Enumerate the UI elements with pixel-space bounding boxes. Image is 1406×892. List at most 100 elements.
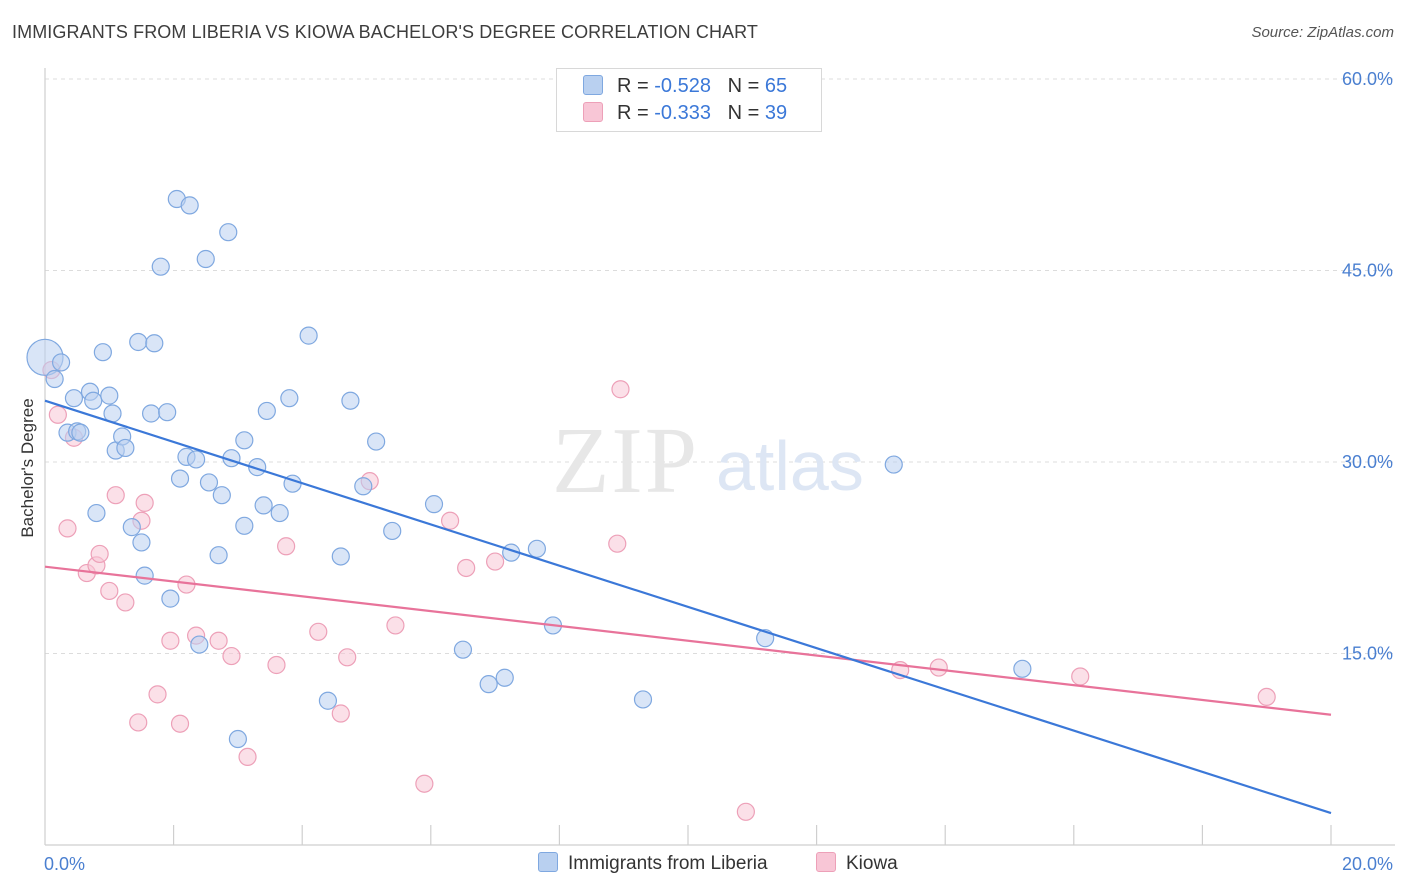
data-point-kiowa — [929, 658, 948, 677]
data-point-liberia — [51, 353, 71, 372]
legend-n-value: 39 — [764, 102, 788, 124]
data-point-kiowa — [170, 714, 190, 733]
gridlines — [45, 78, 1395, 654]
legend-n-label: N = — [727, 102, 760, 124]
data-point-liberia — [318, 691, 338, 710]
y-axis-label: Bachelor's Degree — [18, 398, 37, 537]
data-point-liberia — [299, 326, 318, 345]
data-point-liberia — [196, 249, 215, 269]
axes — [44, 68, 1395, 846]
trend-lines — [44, 399, 1332, 815]
data-point-kiowa — [331, 704, 350, 723]
data-point-liberia — [199, 473, 219, 492]
data-point-kiowa — [277, 537, 296, 556]
tick-labels: 15.0% 30.0% 45.0% 60.0% 0.0% 20.0% — [44, 69, 1393, 874]
data-point-liberia — [479, 675, 498, 694]
chart-source: Source: ZipAtlas.com — [1251, 24, 1394, 41]
data-point-liberia — [884, 455, 903, 474]
legend-n-label: N = — [727, 75, 760, 97]
data-point-liberia — [145, 334, 164, 353]
data-point-kiowa — [386, 616, 405, 635]
legend-row-kiowa: R = -0.333 N = 39 — [583, 102, 787, 128]
data-point-kiowa — [129, 713, 148, 732]
data-point-kiowa — [736, 802, 755, 821]
data-point-kiowa — [116, 593, 135, 612]
data-point-liberia — [235, 431, 254, 450]
data-point-kiowa — [1071, 667, 1090, 686]
y-tick-label: 45.0% — [1342, 261, 1393, 281]
watermark: ZIP atlas — [552, 409, 864, 513]
data-point-liberia — [527, 539, 546, 558]
legend-swatch-kiowa — [583, 102, 603, 122]
data-point-kiowa — [440, 511, 460, 530]
data-point-liberia — [187, 450, 206, 469]
data-point-liberia — [161, 589, 180, 608]
data-point-liberia — [280, 389, 299, 408]
data-point-liberia — [633, 690, 653, 709]
legend-r-label: R = — [617, 102, 649, 124]
data-point-liberia — [1013, 659, 1032, 678]
data-point-liberia — [354, 477, 373, 496]
data-point-liberia — [93, 343, 112, 362]
data-point-kiowa — [148, 685, 167, 704]
data-point-liberia — [45, 369, 64, 389]
data-point-liberia — [212, 486, 231, 505]
data-point-liberia — [151, 257, 170, 276]
data-point-liberia — [84, 391, 103, 410]
data-point-liberia — [257, 401, 276, 421]
data-point-liberia — [235, 516, 254, 535]
bottom-legend-swatch-liberia — [538, 852, 558, 872]
data-point-liberia — [64, 389, 84, 408]
bottom-legend-swatch-kiowa — [816, 852, 836, 872]
data-point-liberia — [141, 404, 161, 423]
data-point-kiowa — [106, 486, 125, 505]
watermark-zip: ZIP — [552, 409, 699, 513]
bottom-legend-kiowa: Kiowa — [816, 852, 898, 875]
data-point-liberia — [453, 640, 473, 659]
data-point-kiowa — [309, 622, 328, 641]
data-point-kiowa — [209, 631, 228, 650]
data-point-kiowa — [100, 581, 119, 601]
data-point-kiowa — [611, 380, 630, 399]
correlation-legend: R = -0.528 N = 65 R = -0.333 N = 39 — [556, 68, 822, 132]
trend-line-kiowa — [44, 565, 1332, 716]
data-point-kiowa — [415, 774, 434, 793]
data-point-kiowa — [238, 747, 257, 767]
trend-line-liberia — [44, 399, 1332, 815]
data-point-kiowa — [222, 646, 241, 666]
data-point-liberia — [170, 469, 190, 488]
chart-title: IMMIGRANTS FROM LIBERIA VS KIOWA BACHELO… — [12, 22, 759, 42]
legend-n-value: 65 — [764, 75, 788, 97]
data-point-liberia — [424, 495, 444, 514]
data-point-liberia — [270, 503, 289, 523]
data-point-liberia — [158, 403, 177, 422]
x-tick-label: 0.0% — [44, 854, 85, 874]
data-point-kiowa — [267, 655, 286, 675]
legend-r-value: -0.528 — [654, 75, 711, 97]
y-tick-label: 15.0% — [1342, 644, 1393, 664]
data-point-liberia — [87, 503, 106, 523]
data-point-liberia — [71, 423, 90, 442]
data-point-liberia — [367, 432, 386, 451]
data-point-kiowa — [58, 519, 77, 538]
data-point-kiowa — [457, 558, 476, 578]
data-point-liberia — [495, 668, 514, 687]
series-liberia-points — [26, 189, 1032, 749]
data-point-liberia — [180, 196, 199, 215]
data-point-liberia — [219, 223, 238, 242]
data-point-liberia — [254, 496, 273, 515]
data-point-kiowa — [161, 631, 180, 650]
data-point-kiowa — [608, 534, 627, 553]
y-tick-label: 30.0% — [1342, 452, 1393, 472]
watermark-atlas: atlas — [716, 427, 864, 505]
data-point-liberia — [122, 518, 141, 537]
bottom-legend-label-kiowa: Kiowa — [846, 853, 898, 874]
legend-r-label: R = — [617, 75, 649, 97]
data-point-liberia — [228, 729, 247, 749]
data-point-liberia — [341, 391, 360, 410]
series-kiowa-points — [42, 360, 1276, 821]
legend-swatch-liberia — [583, 75, 603, 95]
bottom-legend-label-liberia: Immigrants from Liberia — [568, 853, 768, 874]
data-point-kiowa — [1257, 687, 1276, 707]
